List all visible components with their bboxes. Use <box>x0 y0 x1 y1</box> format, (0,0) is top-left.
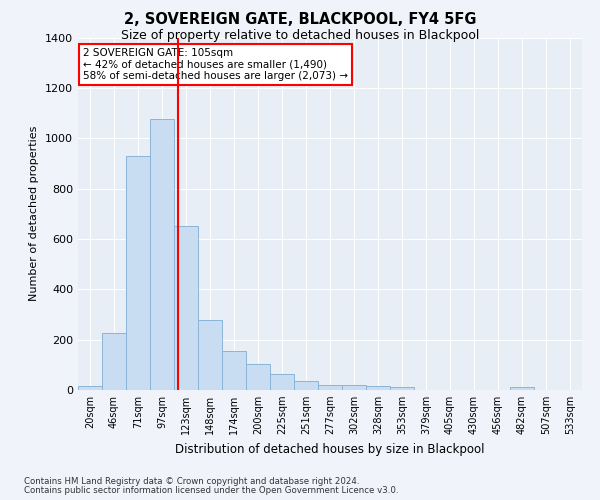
Text: Contains public sector information licensed under the Open Government Licence v3: Contains public sector information licen… <box>24 486 398 495</box>
Bar <box>150 120 174 390</box>
Text: Contains HM Land Registry data © Crown copyright and database right 2024.: Contains HM Land Registry data © Crown c… <box>24 477 359 486</box>
Bar <box>102 334 126 390</box>
Bar <box>390 388 414 390</box>
Bar <box>246 364 270 390</box>
Bar <box>222 351 246 390</box>
Bar <box>510 388 534 390</box>
Text: 2 SOVEREIGN GATE: 105sqm
← 42% of detached houses are smaller (1,490)
58% of sem: 2 SOVEREIGN GATE: 105sqm ← 42% of detach… <box>83 48 348 82</box>
Bar <box>366 386 390 390</box>
Text: 2, SOVEREIGN GATE, BLACKPOOL, FY4 5FG: 2, SOVEREIGN GATE, BLACKPOOL, FY4 5FG <box>124 12 476 28</box>
Bar <box>342 385 366 390</box>
Y-axis label: Number of detached properties: Number of detached properties <box>29 126 40 302</box>
X-axis label: Distribution of detached houses by size in Blackpool: Distribution of detached houses by size … <box>175 442 485 456</box>
Bar <box>294 381 318 390</box>
Bar <box>198 320 222 390</box>
Text: Size of property relative to detached houses in Blackpool: Size of property relative to detached ho… <box>121 29 479 42</box>
Bar <box>318 385 342 390</box>
Bar <box>270 374 294 390</box>
Bar <box>126 156 150 390</box>
Bar <box>78 386 102 390</box>
Bar <box>174 226 198 390</box>
